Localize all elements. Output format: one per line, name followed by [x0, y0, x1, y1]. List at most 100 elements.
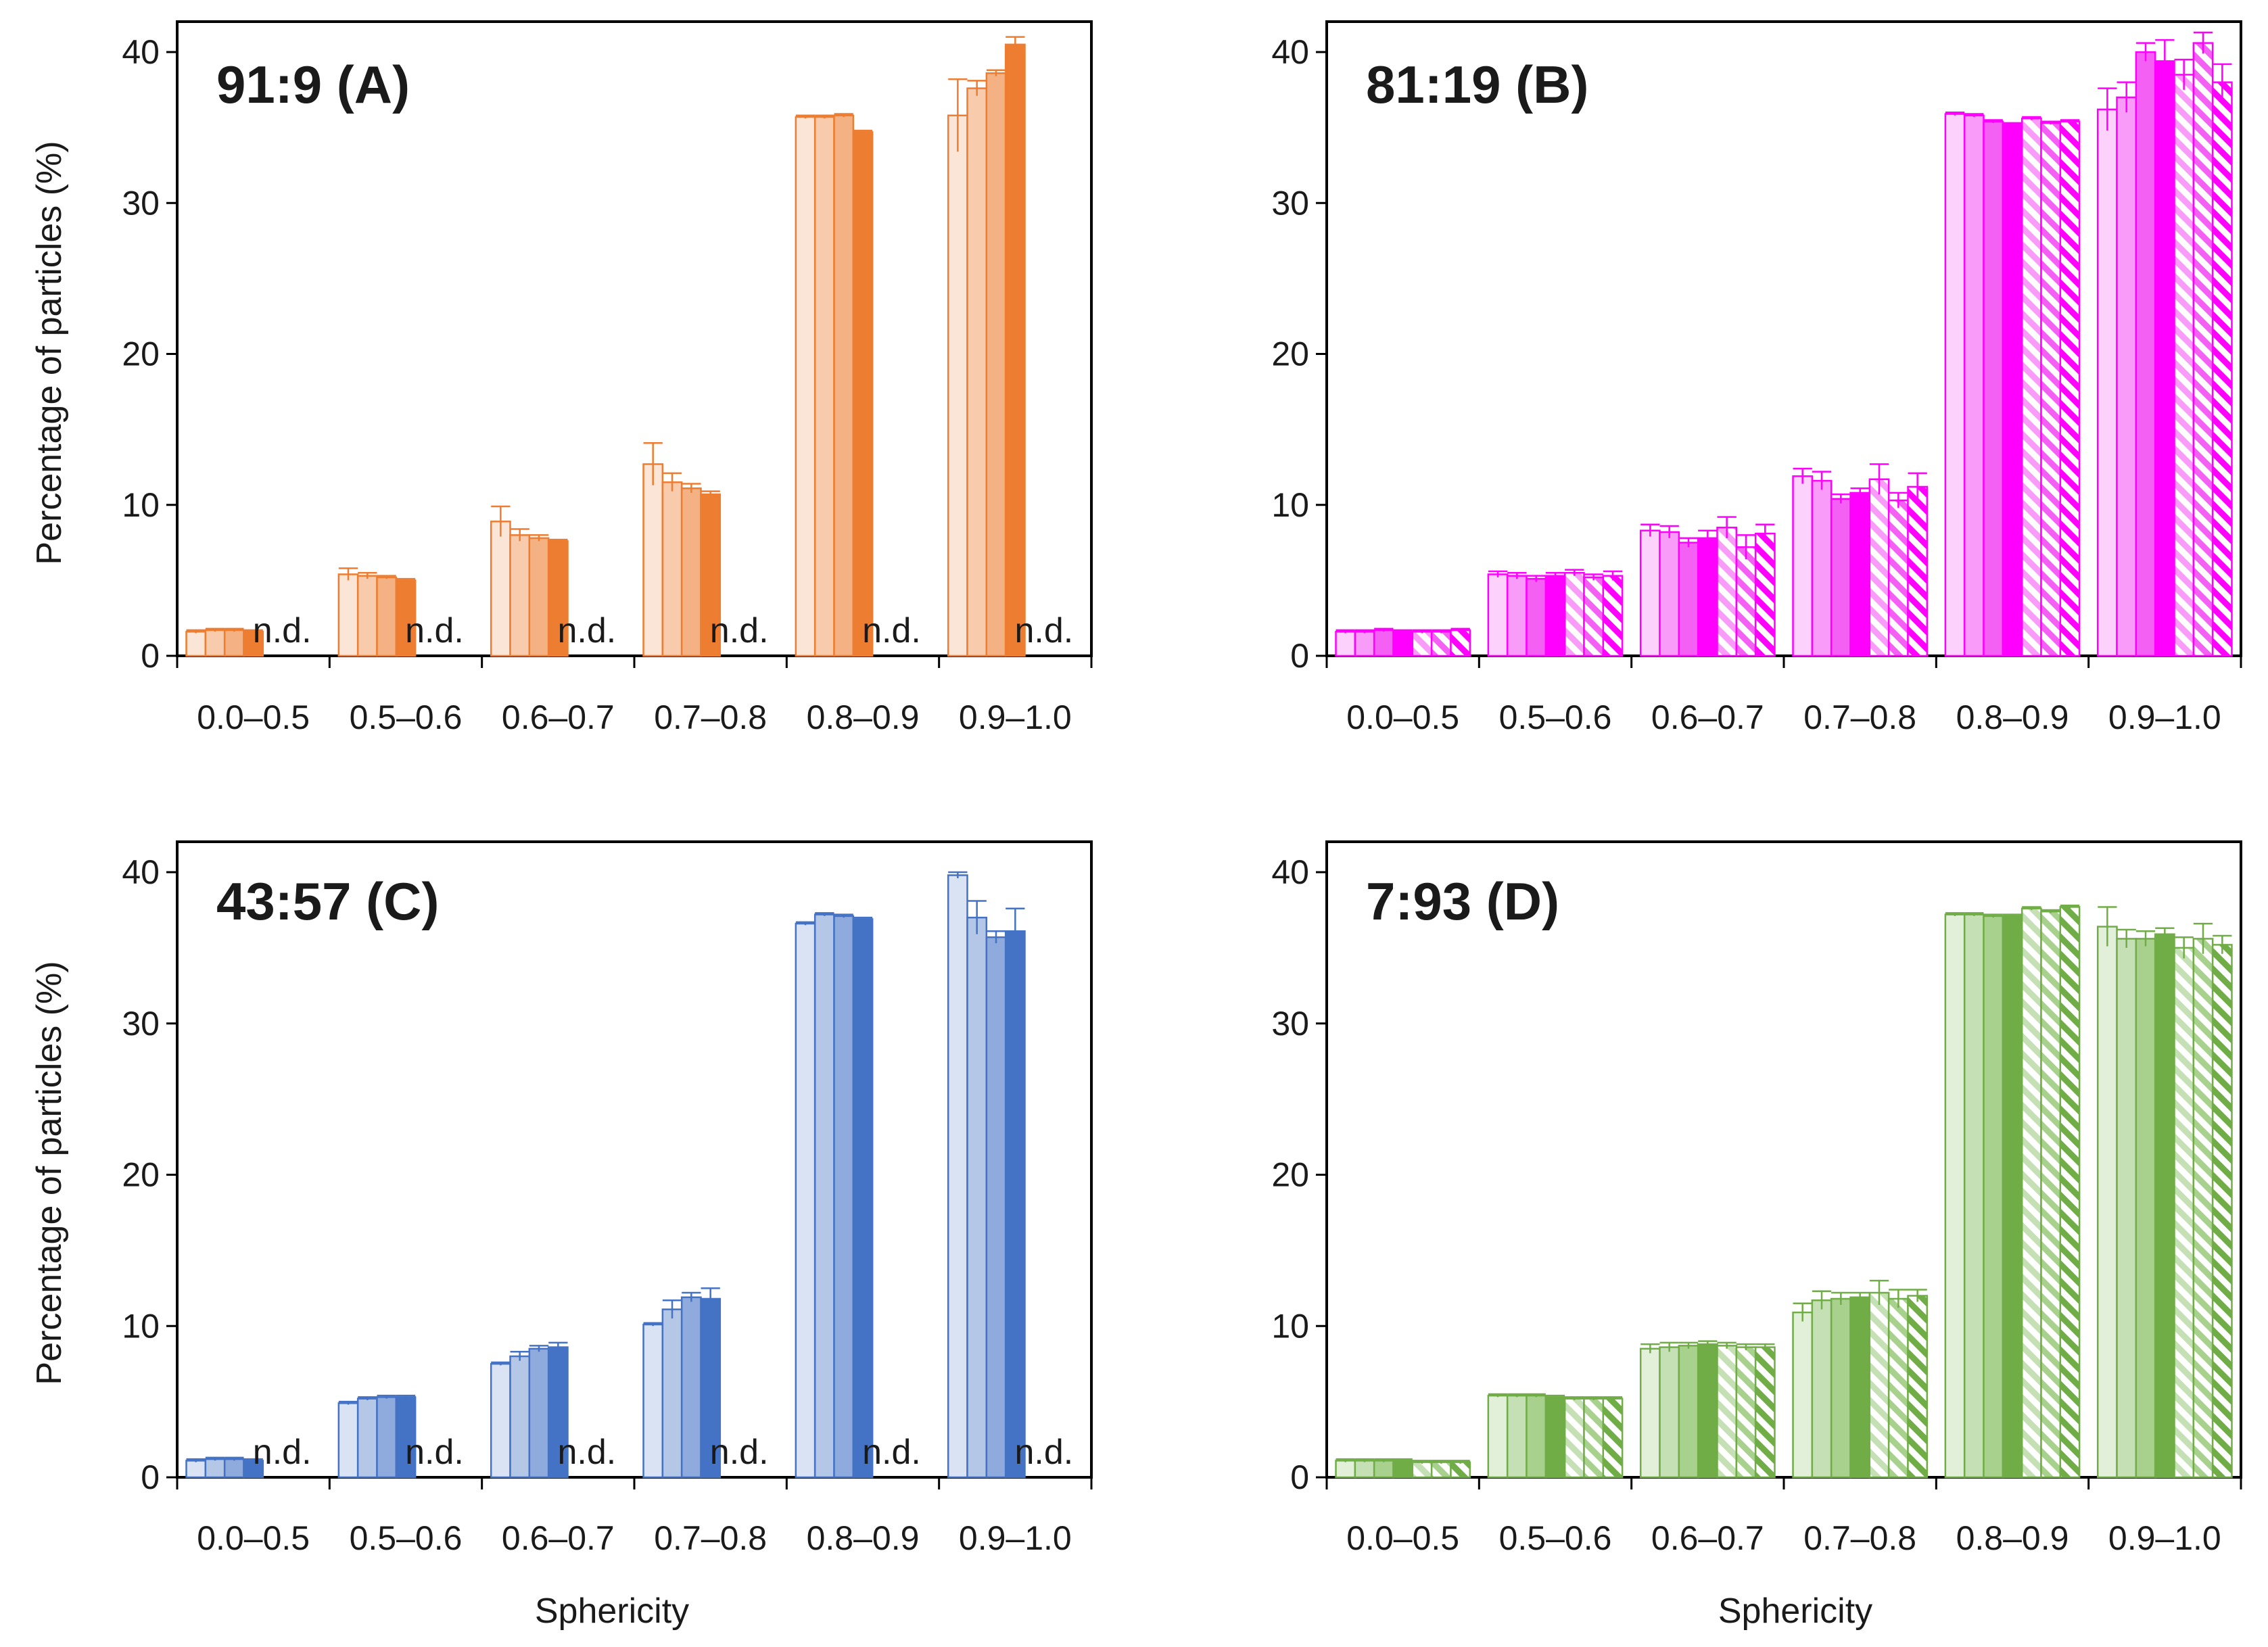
- bar: [2096, 108, 2118, 657]
- bar: [1659, 1346, 1680, 1479]
- nd-label: n.d.: [710, 611, 769, 650]
- x-tick-label: 0.5–0.6: [1499, 1519, 1612, 1557]
- x-tick-label: 0.7–0.8: [1803, 1519, 1916, 1557]
- bar: [2192, 938, 2214, 1479]
- bar: [547, 540, 569, 657]
- bar: [185, 1460, 207, 1479]
- y-tick-label: 20: [1271, 335, 1309, 373]
- bar: [223, 629, 245, 657]
- bar: [1849, 492, 1871, 657]
- bar: [2173, 947, 2195, 1479]
- bar: [2116, 938, 2137, 1479]
- bar: [1602, 1398, 1624, 1479]
- y-axis-label: Percentage of particles (%): [30, 141, 69, 565]
- y-tick-label: 20: [122, 335, 160, 373]
- nd-label: n.d.: [1014, 611, 1073, 650]
- nd-label: n.d.: [862, 611, 921, 650]
- y-tick-label: 30: [1271, 184, 1309, 222]
- bar: [1963, 913, 1985, 1479]
- bar: [947, 874, 968, 1479]
- bar: [1544, 1396, 1566, 1479]
- x-tick-label: 0.7–0.8: [654, 1519, 767, 1557]
- bar: [1487, 573, 1509, 657]
- y-tick-label: 40: [122, 853, 160, 891]
- bar: [1335, 1460, 1356, 1479]
- bar: [1430, 631, 1452, 657]
- bar: [1004, 43, 1026, 657]
- bar: [833, 114, 855, 657]
- y-tick-label: 30: [1271, 1005, 1309, 1043]
- panel-title: 91:9 (A): [216, 55, 410, 114]
- bar: [1354, 1460, 1375, 1479]
- bar: [528, 537, 550, 657]
- bar: [1735, 546, 1757, 657]
- bar: [2059, 906, 2081, 1479]
- x-tick-label: 0.6–0.7: [502, 1519, 615, 1557]
- y-tick-label: 10: [1271, 1307, 1309, 1345]
- bar: [947, 114, 968, 657]
- x-tick-label: 0.6–0.7: [1651, 1519, 1764, 1557]
- bar: [1963, 114, 1985, 657]
- bar: [1792, 475, 1814, 657]
- nd-label: n.d.: [862, 1433, 921, 1472]
- x-tick-label: 0.0–0.5: [197, 1519, 310, 1557]
- y-tick-label: 10: [122, 1307, 160, 1345]
- y-tick-label: 0: [1290, 637, 1309, 675]
- bar: [1411, 1461, 1433, 1479]
- y-axis-label: Percentage of particles (%): [30, 961, 69, 1385]
- bar: [2040, 910, 2062, 1479]
- y-tick-label: 0: [141, 1458, 160, 1496]
- bar: [1811, 1299, 1833, 1479]
- x-tick-label: 0.9–1.0: [2108, 698, 2221, 736]
- y-tick-label: 40: [1271, 33, 1309, 71]
- x-tick-label: 0.6–0.7: [1651, 698, 1764, 736]
- plot-area: 0 10 20 30 40 0.0–0.5 0.5–0.6 0.6–0.7 0.7–0.8 0.8…: [122, 840, 1093, 1557]
- bar: [1583, 576, 1605, 657]
- bar: [2135, 938, 2156, 1479]
- bar: [1811, 479, 1833, 657]
- panel-b: 0 10 20 30 40 0.0–0.5 0.5–0.6 0.6–0.7 0.7–0.8 0.8…: [1271, 20, 2242, 736]
- nd-label: n.d.: [557, 611, 616, 650]
- bar: [680, 487, 702, 657]
- panel-d: 0 10 20 30 40 0.0–0.5 0.5–0.6 0.6–0.7 0.7–0.8 0.8…: [1271, 840, 2242, 1631]
- x-tick-label: 0.0–0.5: [1346, 698, 1459, 736]
- bar: [243, 1460, 264, 1479]
- bar: [509, 534, 531, 657]
- bar: [2154, 60, 2175, 657]
- bar: [1373, 1460, 1394, 1479]
- bar: [1392, 631, 1414, 657]
- y-tick-label: 10: [1271, 486, 1309, 524]
- bar: [185, 631, 207, 657]
- bar: [395, 1396, 417, 1479]
- bar: [1487, 1394, 1509, 1479]
- bar: [2002, 915, 2023, 1479]
- x-tick-label: 0.6–0.7: [502, 698, 615, 736]
- bar: [509, 1355, 531, 1479]
- bar: [1697, 1343, 1718, 1479]
- bar: [1639, 1347, 1661, 1479]
- x-tick-label: 0.5–0.6: [350, 698, 463, 736]
- bar: [1392, 1460, 1414, 1479]
- x-tick-label: 0.8–0.9: [1956, 698, 2069, 736]
- bar: [395, 579, 417, 657]
- bar: [661, 481, 683, 657]
- panel-title: 81:19 (B): [1366, 55, 1588, 114]
- bar: [337, 573, 359, 657]
- bar: [1411, 631, 1433, 657]
- bar: [1754, 1346, 1776, 1479]
- bar: [1544, 575, 1566, 657]
- nd-label: n.d.: [405, 611, 464, 650]
- bar: [2021, 117, 2042, 657]
- bar: [1004, 930, 1026, 1479]
- bar: [1450, 629, 1471, 657]
- x-tick-label: 0.7–0.8: [654, 698, 767, 736]
- bar: [356, 1398, 378, 1479]
- x-tick-label: 0.7–0.8: [1803, 698, 1916, 736]
- bar: [376, 1396, 398, 1479]
- bar: [2002, 123, 2023, 657]
- bar: [2135, 51, 2156, 657]
- bar: [337, 1402, 359, 1479]
- bar: [1430, 1461, 1452, 1479]
- y-tick-label: 0: [1290, 1458, 1309, 1496]
- panel-c: 0 10 20 30 40 0.0–0.5 0.5–0.6 0.6–0.7 0.7–0.8 0.8…: [30, 840, 1093, 1631]
